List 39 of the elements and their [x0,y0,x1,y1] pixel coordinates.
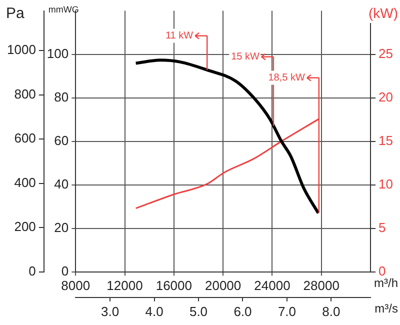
ref-line-label: 15 kW [231,52,260,63]
x2-tick-label: 8.0 [322,304,340,319]
y-tick-label: 60 [54,132,69,148]
x2-tick-label: 5.0 [189,304,208,319]
x2-tick-label: 3.0 [100,304,120,319]
y-tick-label: 100 [46,46,69,61]
y2-tick-label: 15 [378,132,394,148]
y3-tick-label: 200 [14,219,36,234]
x-tick-label: 8000 [61,278,90,294]
x-tick-label: 28000 [303,278,340,294]
x2-tick-label: 6.0 [234,304,252,319]
y3-axis-title: Pa [6,5,26,22]
y3-tick-label: 600 [14,130,36,146]
y2-tick-label: 20 [378,89,394,104]
y-tick-label: 0 [61,263,69,278]
x2-tick-label: 4.0 [145,304,164,319]
x-tick-label: 20000 [204,278,242,294]
ref-line-label: 18,5 kW [268,72,306,84]
y2-tick-label: 5 [378,220,386,235]
x-tick-label: 12000 [106,278,143,294]
y3-tick-label: 400 [14,174,36,190]
y2-tick-label: 10 [378,176,394,192]
x-tick-label: 24000 [254,278,290,294]
ref-line-label: 11 kW [165,30,194,42]
x2-tick-label: 7.0 [278,304,296,319]
x-axis-title: m³/h [374,276,398,290]
y3-tick-label: 800 [14,86,36,102]
y-tick-label: 80 [54,89,69,104]
y3-tick-label: 1000 [7,42,36,58]
y-tick-label: 20 [54,220,69,235]
y-tick-label: 40 [54,176,69,192]
y3-tick-label: 0 [28,263,36,278]
x2-axis-title: m³/s [374,302,398,316]
line-series [134,58,320,215]
y2-tick-label: 0 [378,263,386,278]
x-tick-label: 16000 [156,278,192,294]
y2-tick-label: 25 [378,46,394,61]
y2-axis-title: (kW) [368,4,398,21]
y-axis-title: mmWG [48,4,79,14]
